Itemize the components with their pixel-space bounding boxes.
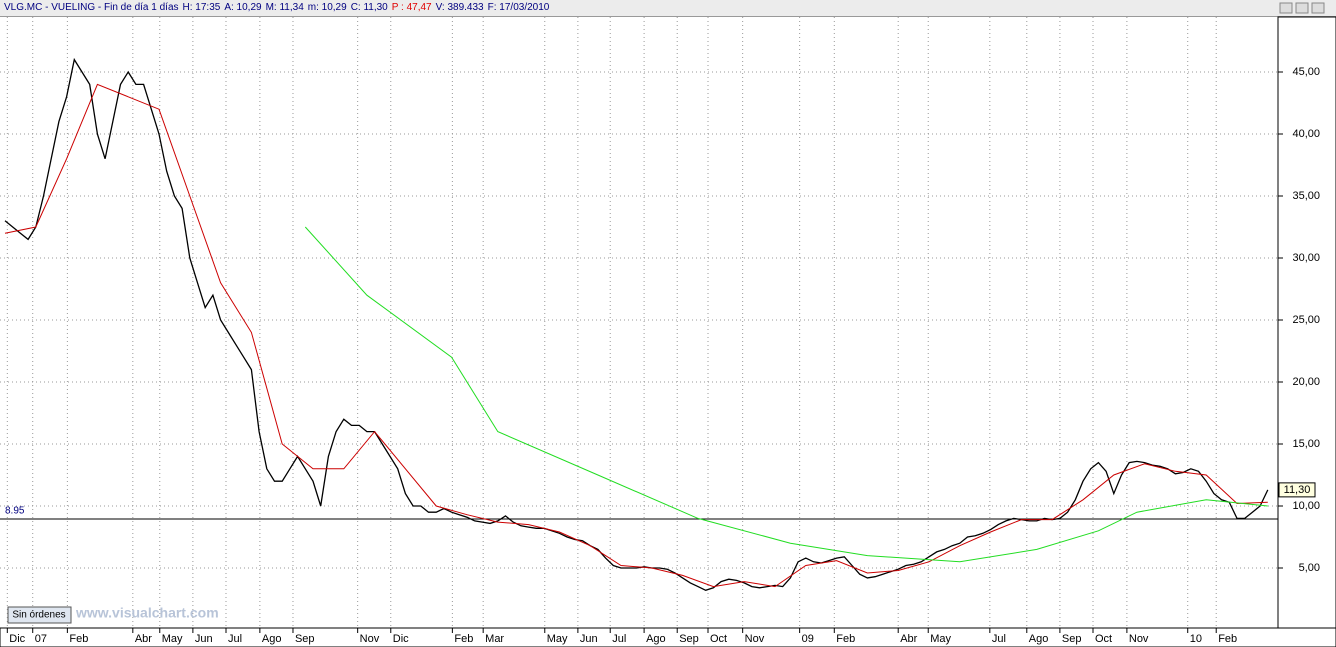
x-tick-label: 09: [802, 633, 814, 645]
x-tick-label: Dic: [9, 633, 25, 645]
x-tick-label: Jul: [228, 633, 242, 645]
orders-button[interactable]: [7, 606, 72, 624]
x-tick-label: Nov: [360, 633, 380, 645]
last-price-box: [1278, 482, 1316, 498]
x-tick-label: Jun: [580, 633, 598, 645]
x-tick-label: Feb: [836, 633, 855, 645]
header-field: P : 47,47: [391, 2, 432, 13]
x-tick-label: Jul: [992, 633, 1006, 645]
x-tick-label: Abr: [900, 633, 917, 645]
header-field: A: 10,29: [224, 2, 262, 13]
x-tick-label: Mar: [485, 633, 504, 645]
button-close[interactable]: [1311, 2, 1325, 14]
x-tick-label: Feb: [1218, 633, 1237, 645]
x-tick-label: Sep: [679, 633, 699, 645]
y-tick-label: 5,00: [1299, 562, 1320, 574]
x-tick-label: May: [162, 633, 183, 645]
button-restore[interactable]: [1295, 2, 1309, 14]
orders-button-label[interactable]: Sin órdenes: [12, 610, 65, 621]
price-line: [304, 226, 1268, 563]
x-tick-label: May: [930, 633, 951, 645]
y-tick-label: 15,00: [1292, 438, 1320, 450]
price-line: [4, 83, 1268, 588]
x-tick-label: May: [547, 633, 568, 645]
x-tick-label: Oct: [1095, 633, 1112, 645]
header-field: VLG.MC - VUELING - Fin de día 1 días: [4, 2, 179, 13]
header-field: V: 389.433: [435, 2, 484, 13]
x-tick-label: Jul: [612, 633, 626, 645]
y-tick-label: 40,00: [1292, 128, 1320, 140]
header-bar: VLG.MC - VUELING - Fin de día 1 días H: 1…: [0, 0, 1336, 17]
x-tick-label: Nov: [745, 633, 765, 645]
header-field: C: 11,30: [350, 2, 388, 13]
x-tick-label: Feb: [69, 633, 88, 645]
price-axis: [1277, 16, 1336, 647]
time-axis: [0, 627, 1336, 647]
y-tick-label: 45,00: [1292, 66, 1320, 78]
x-tick-label: Abr: [135, 633, 152, 645]
y-tick-label: 25,00: [1292, 314, 1320, 326]
watermark: www.visualchart.com: [75, 605, 219, 621]
last-price-label: 11,30: [1284, 484, 1311, 496]
window-buttons: [1279, 2, 1325, 14]
x-tick-label: Oct: [710, 633, 727, 645]
x-tick-label: Feb: [454, 633, 473, 645]
x-tick-label: Sep: [295, 633, 315, 645]
x-tick-label: Ago: [262, 633, 282, 645]
header-field: F: 17/03/2010: [487, 2, 550, 13]
price-line: [4, 57, 1269, 591]
y-tick-label: 30,00: [1292, 252, 1320, 264]
x-tick-label: Sep: [1062, 633, 1082, 645]
x-tick-label: 07: [35, 633, 47, 645]
header-field: M: 11,34: [265, 2, 304, 13]
x-tick-label: Dic: [393, 633, 409, 645]
x-tick-label: Ago: [646, 633, 666, 645]
header-field: m: 10,29: [307, 2, 347, 13]
reference-label: 8.95: [5, 506, 25, 517]
x-tick-label: Ago: [1029, 633, 1049, 645]
header-field: H: 17:35: [182, 2, 221, 13]
y-tick-label: 35,00: [1292, 190, 1320, 202]
x-tick-label: 10: [1190, 633, 1202, 645]
x-tick-label: Nov: [1129, 633, 1149, 645]
button-minimize[interactable]: [1279, 2, 1293, 14]
y-tick-label: 20,00: [1292, 376, 1320, 388]
y-tick-label: 10,00: [1292, 500, 1320, 512]
x-tick-label: Jun: [195, 633, 213, 645]
